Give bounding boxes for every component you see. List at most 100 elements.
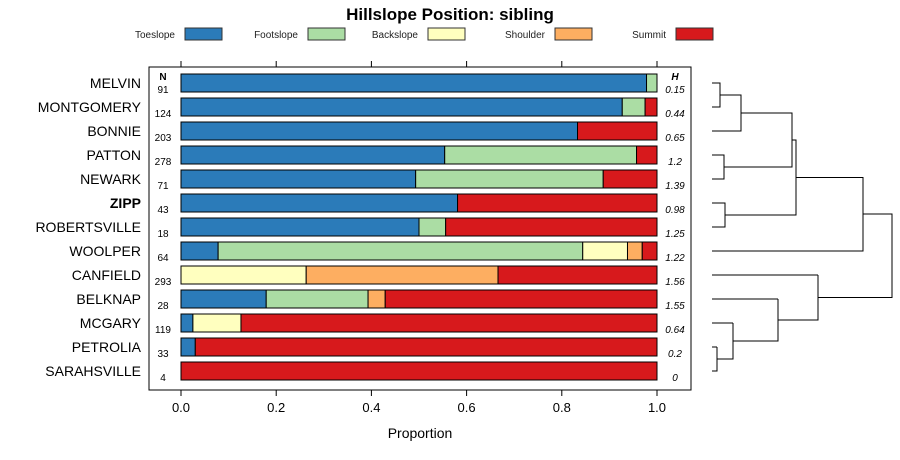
x-tick-label: 0.0 <box>172 400 190 415</box>
row-h: 0.2 <box>668 349 682 360</box>
bar-segment-footslope <box>265 289 369 309</box>
row-bonnie: BONNIE 203 0.65 <box>87 121 685 144</box>
row-label: SARAHSVILLE <box>45 363 141 379</box>
row-label: WOOLPER <box>69 243 141 259</box>
bar-segment-footslope <box>418 217 447 237</box>
bar-segment-summit <box>641 241 658 261</box>
bar-segment-toeslope <box>180 145 446 165</box>
row-mcgary: MCGARY 119 0.64 <box>80 313 685 336</box>
row-label: PATTON <box>87 147 141 163</box>
row-n: 293 <box>155 277 172 288</box>
row-h: 0.65 <box>665 133 685 144</box>
row-n: 91 <box>157 85 169 96</box>
row-label: MELVIN <box>90 75 141 91</box>
row-montgomery: MONTGOMERY 124 0.44 <box>38 97 685 120</box>
row-label: BONNIE <box>87 123 141 139</box>
legend-swatch-backslope <box>427 27 466 41</box>
row-newark: NEWARK 71 1.39 <box>80 169 685 192</box>
legend-swatch-footslope <box>307 27 346 41</box>
bar-segment-summit <box>602 169 658 189</box>
row-n: 124 <box>155 109 172 120</box>
h-header: H <box>671 72 679 83</box>
row-h: 1.56 <box>665 277 685 288</box>
bar-segment-toeslope <box>180 73 648 93</box>
chart-title: Hillslope Position: sibling <box>346 5 554 24</box>
row-label: PETROLIA <box>72 339 142 355</box>
bar-segment-toeslope <box>180 97 623 117</box>
bar-segment-toeslope <box>180 241 219 261</box>
row-h: 1.2 <box>668 157 682 168</box>
row-label: ROBERTSVILLE <box>35 219 141 235</box>
bar-segment-toeslope <box>180 169 417 189</box>
bar-segment-summit <box>384 289 658 309</box>
n-header: N <box>159 72 166 83</box>
row-n: 28 <box>157 301 169 312</box>
x-tick-label: 0.6 <box>458 400 476 415</box>
row-n: 18 <box>157 229 169 240</box>
x-tick-label: 0.4 <box>362 400 380 415</box>
legend-label-toeslope: Toeslope <box>135 30 175 41</box>
row-sarahsville: SARAHSVILLE 4 0 <box>45 361 678 384</box>
x-tick-label: 0.8 <box>553 400 571 415</box>
x-axis-label: Proportion <box>388 425 453 441</box>
x-tick-label: 0.2 <box>267 400 285 415</box>
row-n: 119 <box>155 325 171 336</box>
legend: Toeslope Footslope Backslope Shoulder Summit <box>135 27 714 41</box>
row-petrolia: PETROLIA 33 0.2 <box>72 337 682 360</box>
bar-segment-footslope <box>217 241 584 261</box>
row-label: BELKNAP <box>76 291 141 307</box>
row-canfield: CANFIELD 293 1.56 <box>72 265 685 288</box>
legend-label-summit: Summit <box>632 30 666 41</box>
row-h: 0.98 <box>665 205 685 216</box>
bar-segment-toeslope <box>180 121 579 141</box>
bar-segment-shoulder <box>626 241 643 261</box>
bar-segment-summit <box>636 145 658 165</box>
bar-segment-summit <box>240 313 658 333</box>
bar-segment-backslope <box>192 313 242 333</box>
row-h: 1.55 <box>665 301 685 312</box>
row-h: 1.25 <box>665 229 685 240</box>
x-tick-label: 1.0 <box>648 400 666 415</box>
bar-segment-summit <box>180 361 658 381</box>
bar-segment-toeslope <box>180 313 194 333</box>
bar-segment-footslope <box>646 73 658 93</box>
plot-frame <box>148 66 692 391</box>
bar-segment-summit <box>577 121 658 141</box>
row-n: 203 <box>155 133 172 144</box>
row-n: 64 <box>157 253 169 264</box>
row-melvin: MELVIN 91 0.15 <box>90 73 685 96</box>
row-n: 33 <box>157 349 169 360</box>
row-n: 4 <box>160 373 166 384</box>
bar-segment-toeslope <box>180 337 196 357</box>
row-zipp: ZIPP 43 0.98 <box>110 193 685 216</box>
bar-segment-footslope <box>444 145 638 165</box>
row-n: 278 <box>155 157 172 168</box>
row-label: CANFIELD <box>72 267 141 283</box>
bar-rows: MELVIN 91 0.15 MONTGOMERY 124 0.44 BONNIE 203 0.… <box>35 73 685 384</box>
bar-segment-summit <box>194 337 658 357</box>
row-h: 0.64 <box>665 325 685 336</box>
row-belknap: BELKNAP 28 1.55 <box>76 289 685 312</box>
row-h: 0.44 <box>665 109 685 120</box>
bar-segment-footslope <box>621 97 646 117</box>
dendrogram <box>712 82 893 372</box>
bar-segment-shoulder <box>367 289 386 309</box>
row-n: 43 <box>157 205 169 216</box>
row-robertsville: ROBERTSVILLE 18 1.25 <box>35 217 685 240</box>
legend-label-backslope: Backslope <box>372 30 419 41</box>
row-h: 0 <box>672 373 678 384</box>
bar-segment-shoulder <box>305 265 499 285</box>
row-h: 0.15 <box>665 85 685 96</box>
row-label: NEWARK <box>80 171 142 187</box>
legend-swatch-toeslope <box>184 27 223 41</box>
bar-segment-toeslope <box>180 289 267 309</box>
bar-segment-toeslope <box>180 193 459 213</box>
legend-label-shoulder: Shoulder <box>505 30 546 41</box>
row-label: MCGARY <box>80 315 142 331</box>
row-h: 1.39 <box>665 181 685 192</box>
legend-swatch-shoulder <box>554 27 593 41</box>
bar-segment-backslope <box>180 265 307 285</box>
row-h: 1.22 <box>665 253 685 264</box>
row-label: ZIPP <box>110 195 141 211</box>
